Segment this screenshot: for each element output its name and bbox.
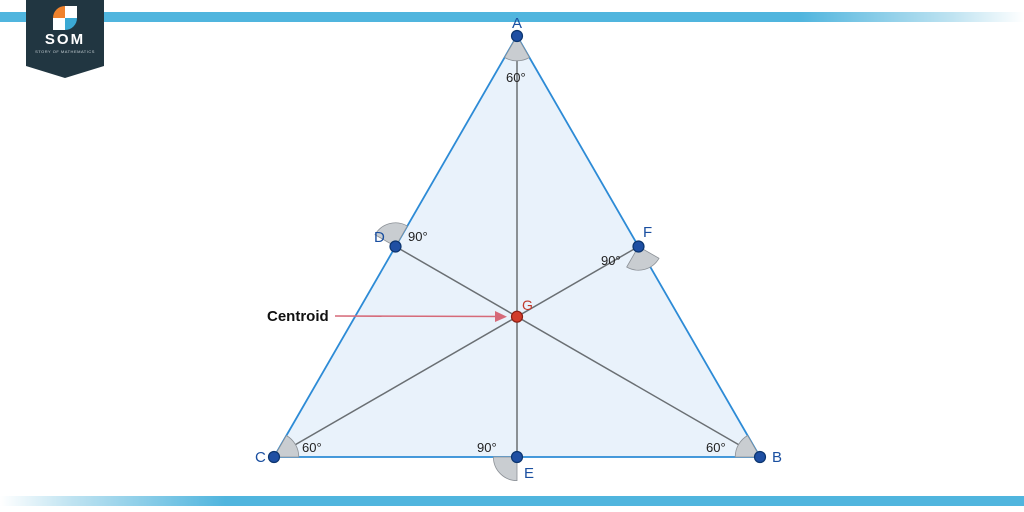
vertex-c xyxy=(269,452,280,463)
label-a: A xyxy=(512,15,522,32)
angle-text-d: 90° xyxy=(408,229,428,244)
label-b: B xyxy=(772,449,782,466)
diagram-canvas: SOM STORY OF MATHEMATICS xyxy=(0,0,1024,512)
label-f: F xyxy=(643,224,652,241)
angle-text-b: 60° xyxy=(706,440,726,455)
centroid-label: Centroid xyxy=(267,308,329,325)
midpoint-f xyxy=(633,241,644,252)
angle-text-e: 90° xyxy=(477,440,497,455)
label-d: D xyxy=(374,229,385,246)
angle-text-f: 90° xyxy=(601,253,621,268)
vertex-b xyxy=(755,452,766,463)
triangle-figure: A B C D E F G 60° 60° 60° 90° 90° 90° Ce… xyxy=(0,0,1024,512)
centroid-g xyxy=(512,311,523,322)
angle-text-c: 60° xyxy=(302,440,322,455)
angle-text-a: 60° xyxy=(506,70,526,85)
label-g: G xyxy=(522,297,533,313)
vertex-a xyxy=(512,31,523,42)
centroid-arrow-line xyxy=(335,316,503,317)
midpoint-d xyxy=(390,241,401,252)
label-c: C xyxy=(255,449,266,466)
midpoint-e xyxy=(512,452,523,463)
label-e: E xyxy=(524,465,534,482)
